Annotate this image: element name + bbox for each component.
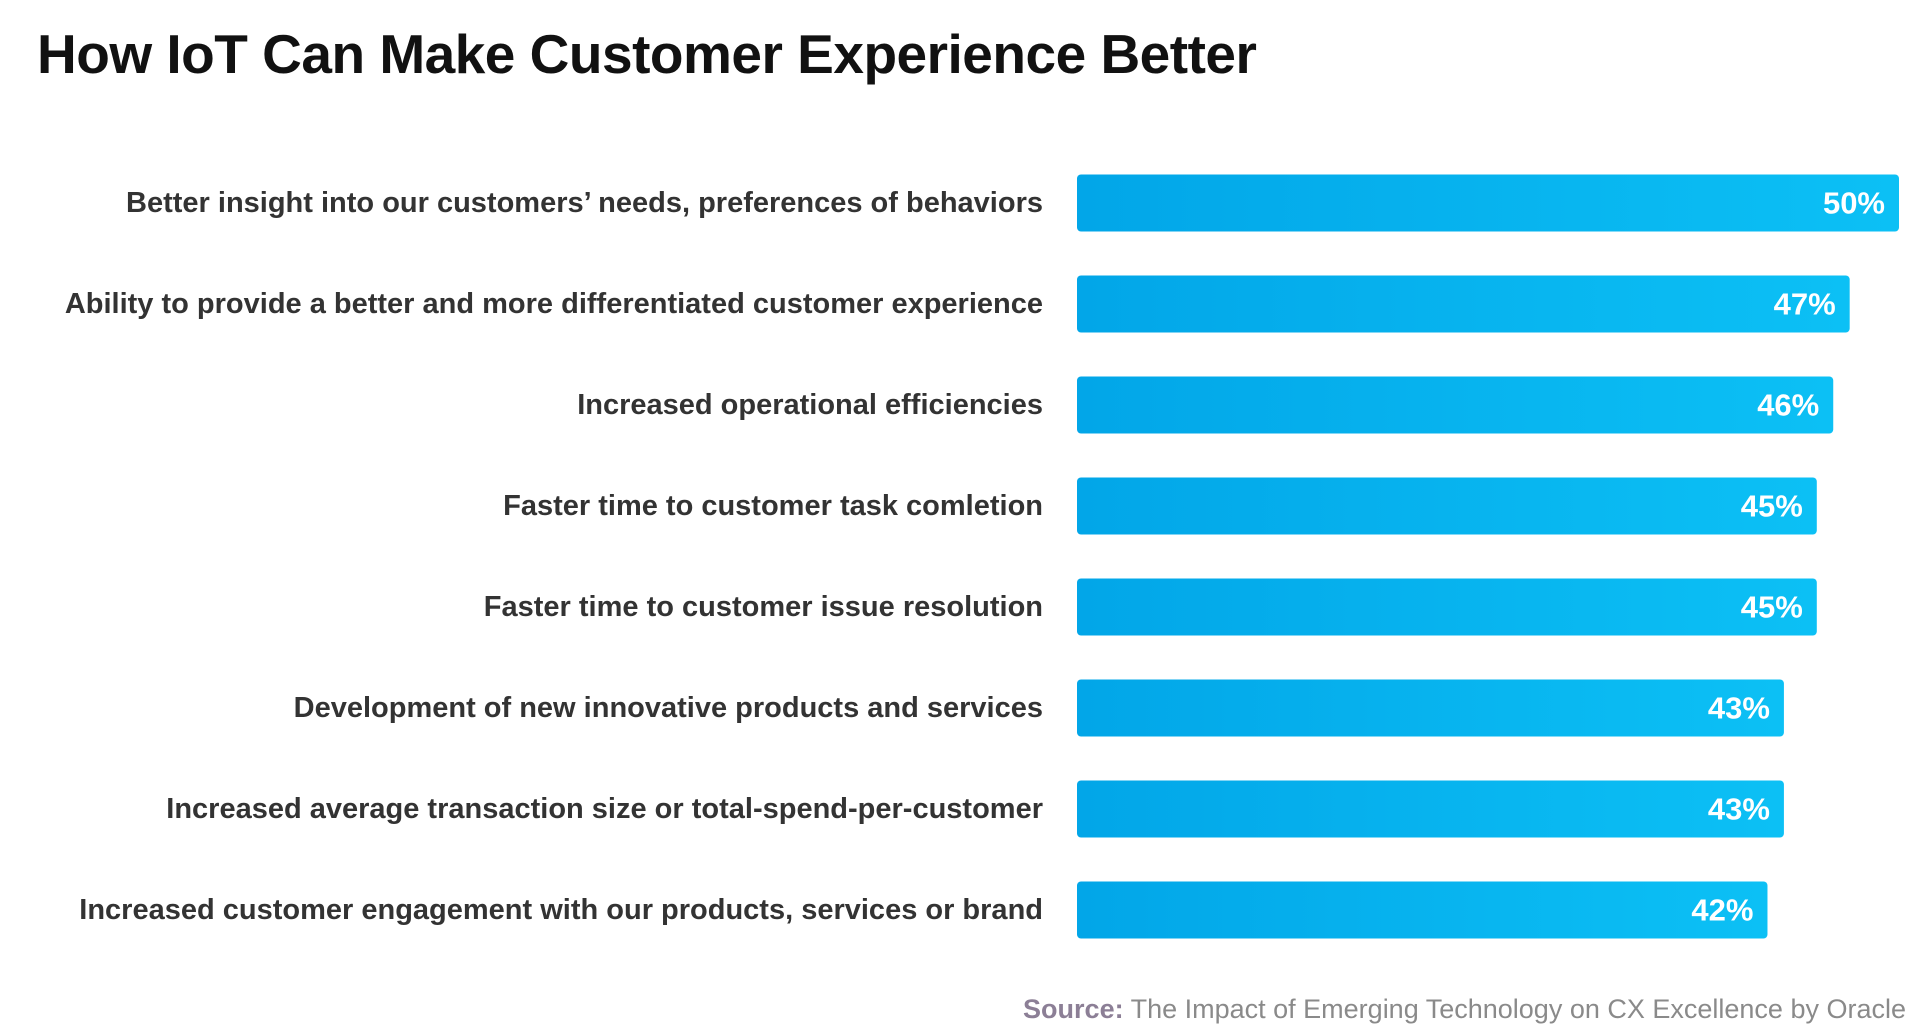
bar [1077,174,1899,232]
category-label: Increased customer engagement with our p… [79,894,1043,926]
category-label: Better insight into our customers’ needs… [126,187,1043,219]
source-lead: Source: [1023,994,1124,1024]
bars-layer: Better insight into our customers’ needs… [65,174,1899,939]
bar [1077,376,1834,434]
bar [1077,780,1784,838]
value-label: 47% [1774,287,1836,322]
value-label: 50% [1823,186,1885,221]
bar-chart: Better insight into our customers’ needs… [65,174,1899,939]
category-label: Increased operational efficiencies [577,389,1043,421]
value-label: 43% [1708,792,1770,827]
bar [1077,881,1768,939]
value-label: 42% [1691,893,1753,928]
category-label: Ability to provide a better and more dif… [65,288,1043,320]
value-label: 43% [1708,691,1770,726]
category-label: Faster time to customer task comletion [503,490,1043,522]
source-text: The Impact of Emerging Technology on CX … [1123,994,1906,1024]
bar [1077,275,1850,333]
bar [1077,679,1784,737]
value-label: 45% [1741,489,1803,524]
value-label: 45% [1741,590,1803,625]
category-label: Faster time to customer issue resolution [484,591,1043,623]
source-note: Source: The Impact of Emerging Technolog… [1023,994,1906,1025]
bar [1077,477,1817,535]
category-label: Development of new innovative products a… [294,692,1043,724]
bar [1077,578,1817,636]
category-label: Increased average transaction size or to… [166,793,1043,825]
chart-title: How IoT Can Make Customer Experience Bet… [37,23,1257,85]
value-label: 46% [1757,388,1819,423]
